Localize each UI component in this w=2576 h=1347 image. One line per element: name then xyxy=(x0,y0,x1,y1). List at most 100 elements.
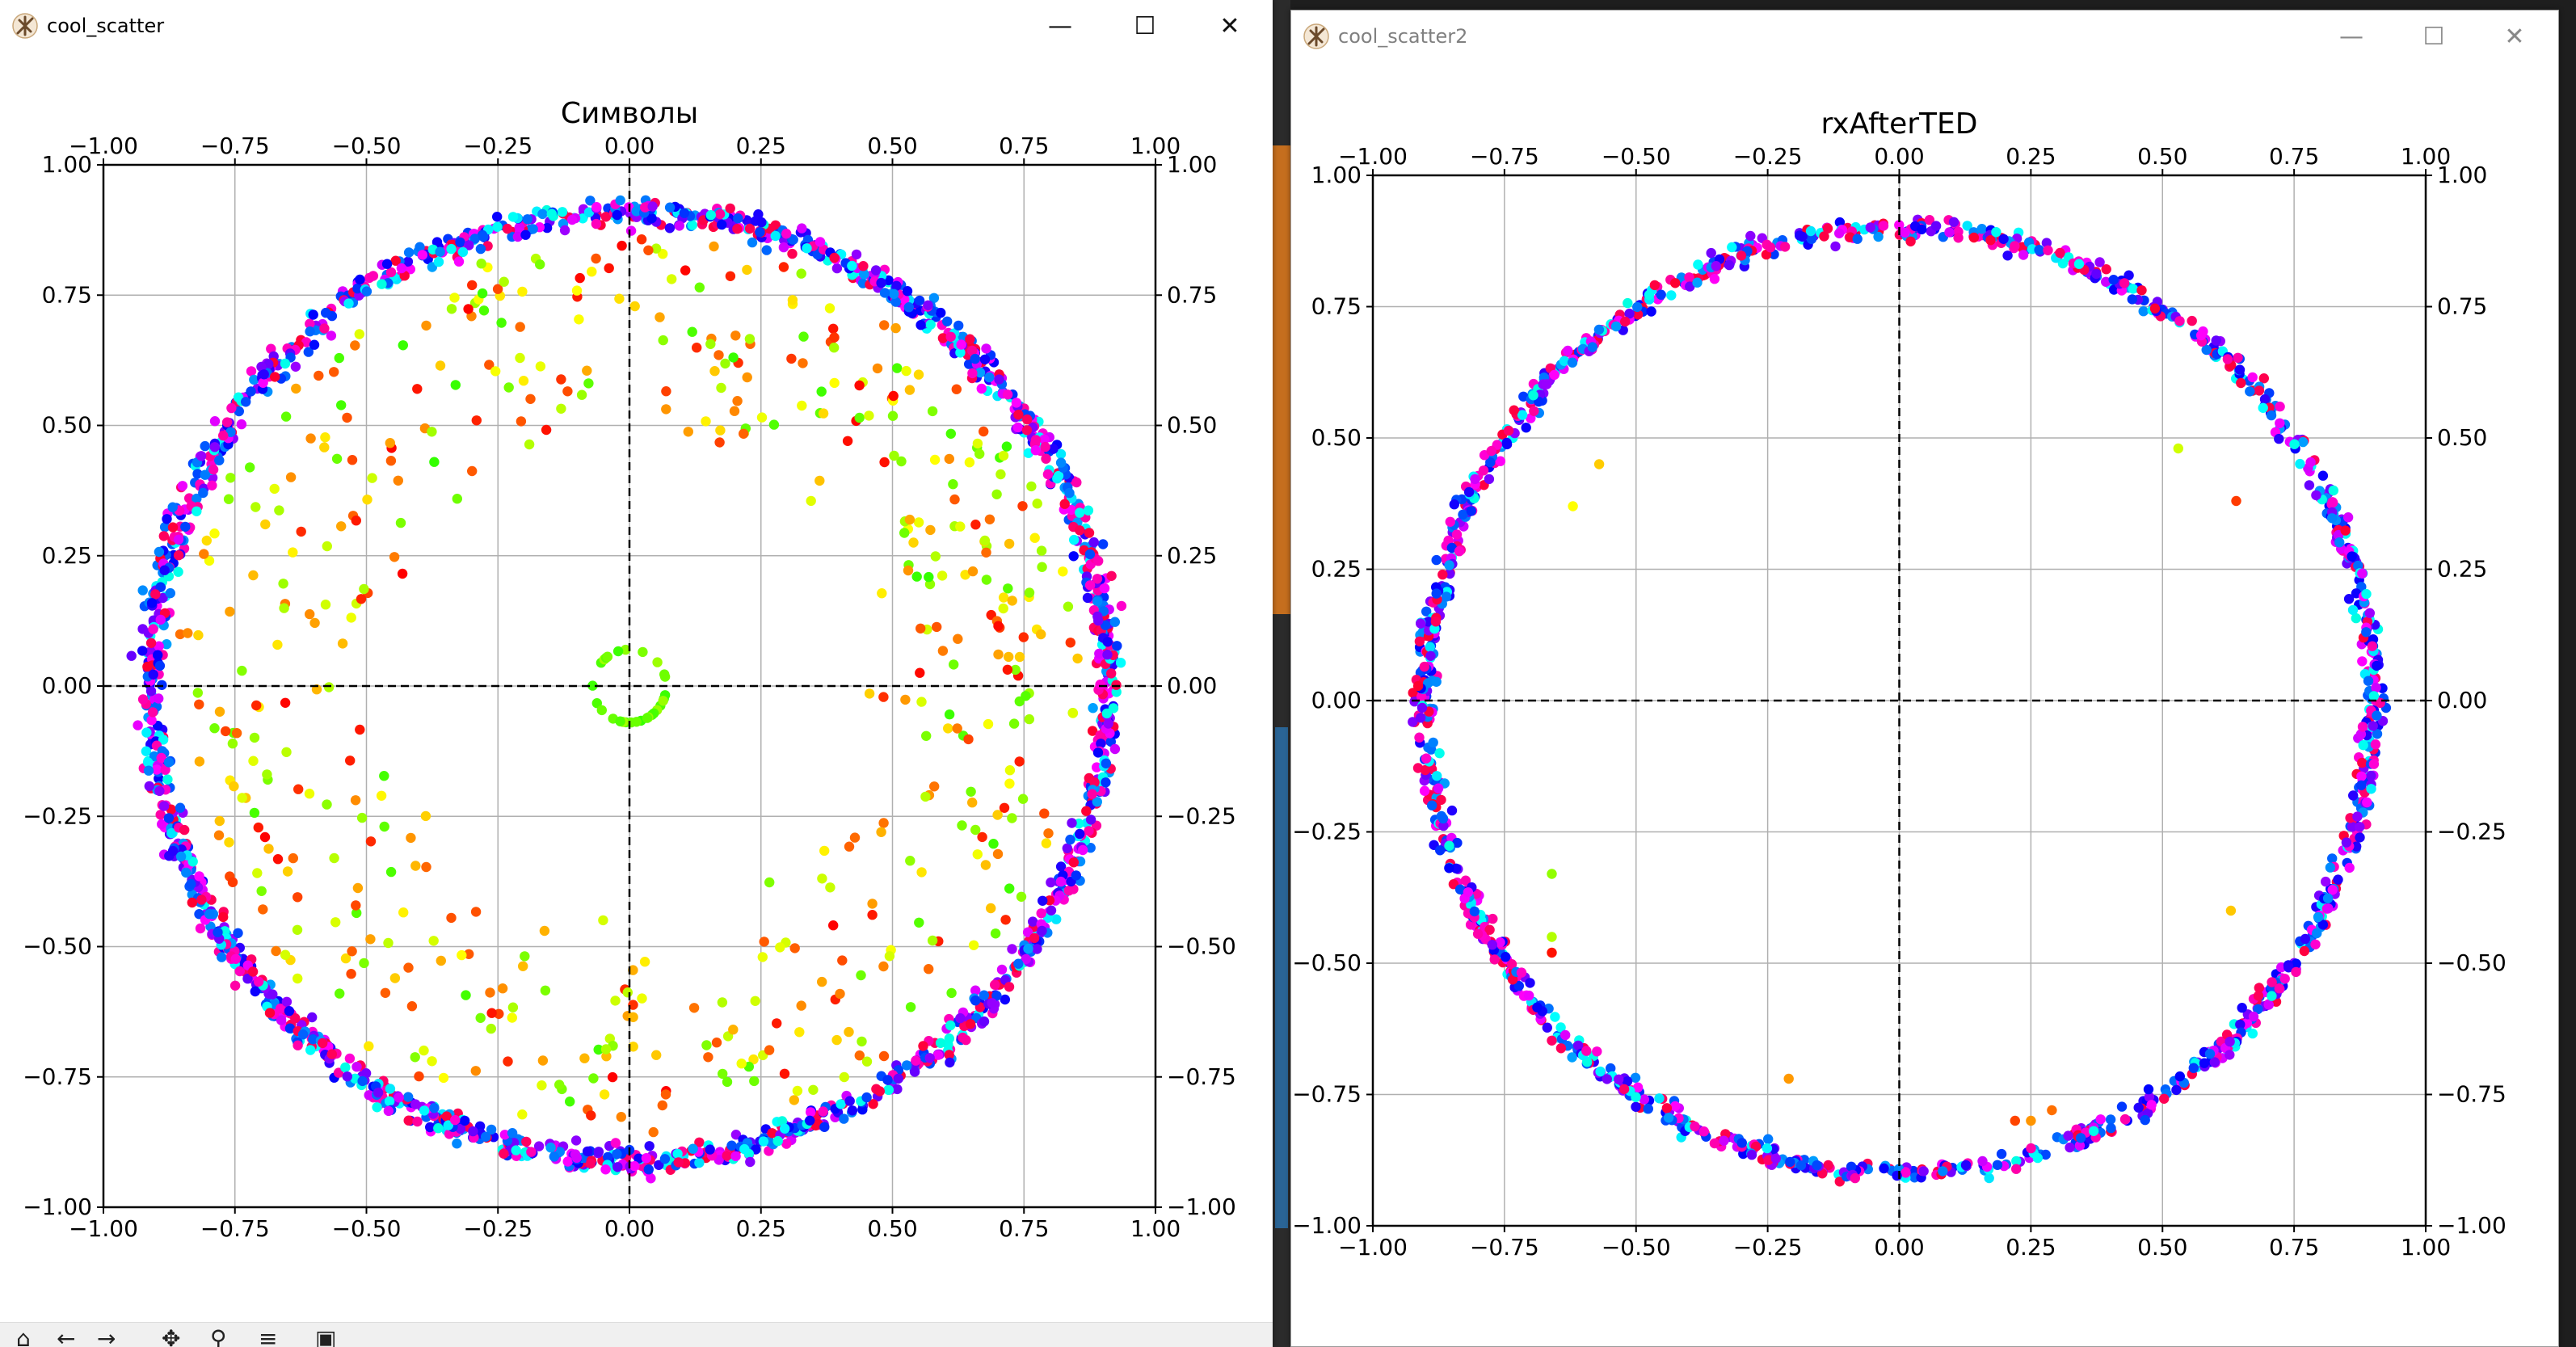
scatter-point xyxy=(237,793,247,803)
scatter-plot-rxafterted[interactable]: −1.00−1.00−1.00 −1.00−0.75−0.75−0.75 −0.75… xyxy=(1291,62,2559,1339)
back-arrow-icon[interactable]: ← xyxy=(57,1325,76,1347)
scatter-point xyxy=(468,1126,478,1137)
scatter-point xyxy=(705,339,716,349)
scatter-point xyxy=(355,724,365,735)
scatter-point xyxy=(2371,682,2381,693)
scatter-point xyxy=(1055,876,1067,887)
scatter-point xyxy=(225,473,236,483)
scatter-point xyxy=(1083,505,1094,516)
tick-label-right-1: −0.75 xyxy=(2437,1081,2507,1108)
scatter-point xyxy=(1894,220,1905,230)
configure-icon[interactable]: ≡ xyxy=(259,1325,278,1347)
maximize-button[interactable]: ☐ xyxy=(1134,11,1156,40)
scatter-point xyxy=(824,303,836,314)
scatter-point xyxy=(1069,534,1080,545)
scatter-point xyxy=(1454,884,1466,894)
scatter-window-2[interactable]: cool_scatter2 — ☐ ✕ −1.00 −1.00 −1.00 −1.00… xyxy=(1290,10,2559,1347)
scatter-point xyxy=(162,774,173,785)
scatter-point xyxy=(145,638,157,648)
scatter-point xyxy=(201,535,212,546)
tick-label-left-7: 0.75 xyxy=(1311,293,1362,320)
scatter-point xyxy=(296,526,306,537)
scatter-point xyxy=(2357,568,2368,579)
scatter-point xyxy=(979,1016,990,1027)
scatter-point xyxy=(1014,756,1025,767)
scatter-point xyxy=(470,907,482,917)
scatter-point xyxy=(1038,895,1048,907)
scatter-point xyxy=(661,404,671,415)
scatter-point xyxy=(485,987,495,998)
save-icon[interactable]: ▣ xyxy=(315,1325,337,1347)
tick-label-right-3: −0.25 xyxy=(2437,819,2507,845)
scatter-point xyxy=(2236,377,2246,389)
scatter-point xyxy=(857,1105,868,1115)
scatter-point xyxy=(528,224,538,234)
scatter-point xyxy=(878,1050,890,1062)
tick-label-bottom-6: 0.50 xyxy=(2137,1234,2187,1261)
scatter-plot-simvoly[interactable]: −1.00−1.00−1.00 −1.00−0.75−0.75−0.75 −0.75… xyxy=(0,52,1273,1312)
zoom-icon[interactable]: ⚲ xyxy=(210,1325,227,1347)
scatter-point xyxy=(194,871,204,882)
scatter-point xyxy=(1084,826,1094,836)
close-button[interactable]: ✕ xyxy=(1219,11,1240,40)
scatter-point xyxy=(836,1099,846,1109)
close-button-2[interactable]: ✕ xyxy=(2504,22,2525,51)
scatter-point xyxy=(158,531,169,541)
scatter-point xyxy=(916,867,927,878)
scatter-point xyxy=(854,380,865,391)
window-title: cool_scatter xyxy=(47,15,165,37)
maximize-button-2[interactable]: ☐ xyxy=(2422,22,2445,51)
tick-label-top-0: −1.00 xyxy=(1338,143,1408,170)
scatter-point xyxy=(2159,1093,2170,1105)
scatter-point xyxy=(2267,977,2277,987)
scatter-point xyxy=(970,985,981,996)
scatter-point xyxy=(2361,627,2372,638)
scatter-point xyxy=(2225,1050,2235,1060)
scatter-point xyxy=(1072,653,1083,664)
scatter-point xyxy=(1419,661,1429,672)
tick-label-left-3: −0.25 xyxy=(23,802,92,829)
scatter-point xyxy=(429,1103,440,1113)
scatter-point xyxy=(1427,800,1437,810)
scatter-point xyxy=(204,908,215,920)
scatter-point xyxy=(427,1056,437,1067)
scatter-point xyxy=(1765,242,1776,253)
scatter-point xyxy=(1631,1101,1641,1113)
window-title-2: cool_scatter2 xyxy=(1338,25,1468,48)
minimize-button[interactable]: — xyxy=(1048,11,1072,40)
scatter-window[interactable]: cool_scatter — ☐ ✕ −1.00 −1.00 −1.00 −1.00−… xyxy=(0,0,1273,1347)
scatter-point xyxy=(2247,372,2258,383)
home-icon[interactable]: ⌂ xyxy=(16,1325,31,1347)
scatter-point xyxy=(1632,1082,1644,1092)
scatter-point xyxy=(2355,832,2365,843)
scatter-point xyxy=(963,734,974,745)
scatter-point xyxy=(828,920,839,931)
scatter-point xyxy=(2174,1071,2185,1082)
scatter-point xyxy=(730,1151,741,1162)
scatter-point xyxy=(429,457,440,467)
pan-icon[interactable]: ✥ xyxy=(162,1325,181,1347)
scatter-point xyxy=(1023,943,1033,954)
window-titlebar-2[interactable]: cool_scatter2 xyxy=(1291,11,2558,62)
scatter-point xyxy=(844,841,855,852)
scatter-point xyxy=(351,907,362,919)
scatter-point xyxy=(970,996,981,1006)
scatter-point xyxy=(876,277,886,288)
scatter-point xyxy=(2258,373,2269,384)
scatter-point xyxy=(1437,813,1449,824)
scatter-point xyxy=(970,520,981,530)
scatter-point xyxy=(2353,560,2363,571)
scatter-point xyxy=(1062,843,1073,853)
scatter-point xyxy=(946,987,957,999)
scatter-point xyxy=(410,861,421,871)
scatter-point xyxy=(967,798,978,808)
scatter-point xyxy=(2356,771,2367,781)
forward-arrow-icon[interactable]: → xyxy=(97,1325,116,1347)
scatter-point xyxy=(884,951,895,962)
minimize-button-2[interactable]: — xyxy=(2339,22,2363,51)
scatter-point xyxy=(711,1038,722,1048)
scatter-point xyxy=(157,819,167,830)
scatter-point xyxy=(352,882,364,894)
scatter-point xyxy=(944,709,955,720)
window-titlebar[interactable]: cool_scatter xyxy=(0,0,1273,52)
